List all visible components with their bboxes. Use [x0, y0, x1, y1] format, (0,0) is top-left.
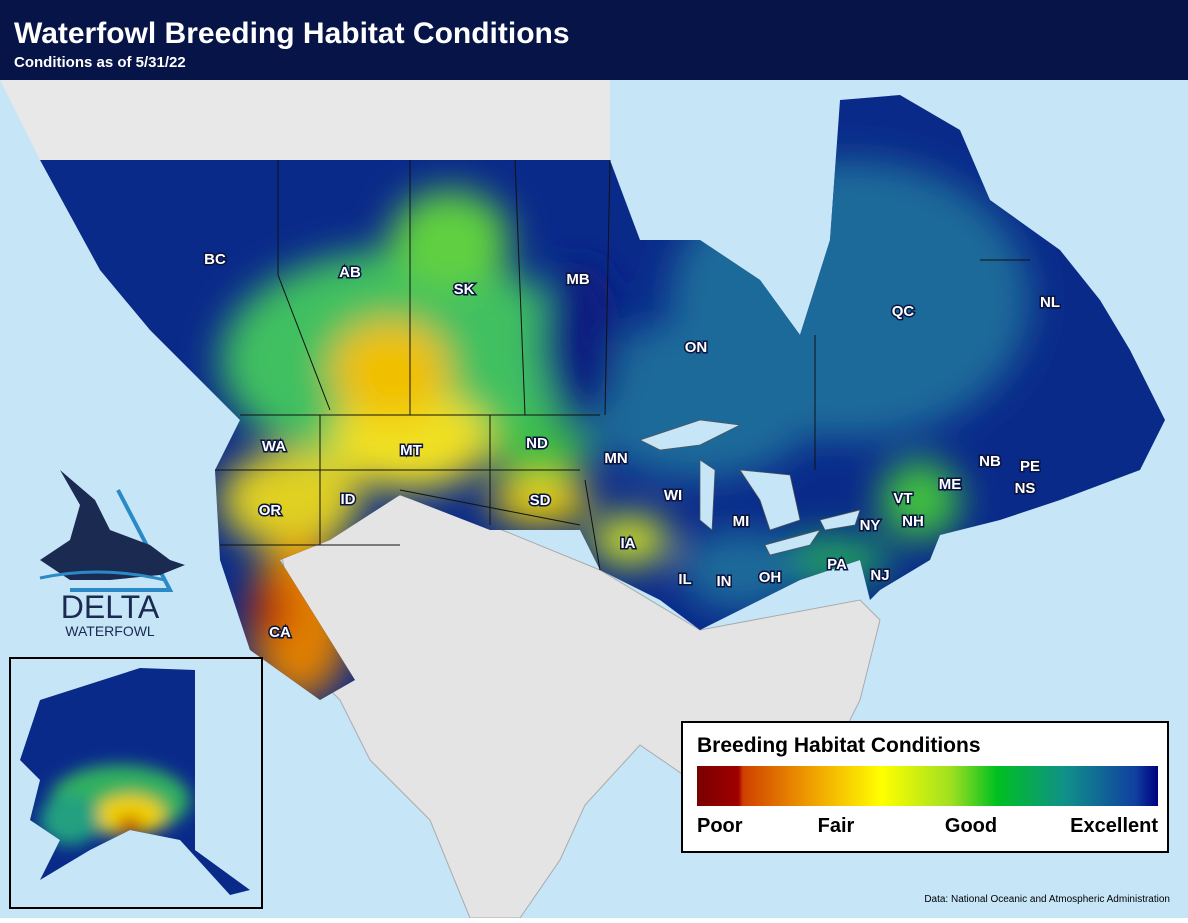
region-label: IA: [621, 535, 636, 552]
header-bar: [0, 0, 1188, 80]
region-label: OH: [759, 569, 782, 586]
region-label: MT: [400, 442, 422, 459]
region-label: NJ: [870, 567, 889, 584]
title: Waterfowl Breeding Habitat Conditions: [14, 17, 570, 50]
region-label: SD: [530, 492, 551, 509]
region-label: IL: [678, 571, 691, 588]
region-label: PA: [827, 556, 847, 573]
region-label: ID: [341, 491, 356, 508]
region-label: MN: [604, 450, 627, 467]
source: Data: National Oceanic and Atmospheric A…: [924, 894, 1170, 905]
region-label: NB: [979, 453, 1001, 470]
logo-subname: WATERFOWL: [65, 623, 155, 639]
region-label: NH: [902, 513, 924, 530]
region-label: NY: [860, 517, 881, 534]
legend-label: Poor: [697, 815, 743, 837]
legend-label: Fair: [818, 815, 855, 837]
region-label: MB: [566, 271, 589, 288]
region-labels: BC AB SK MB ON QC NL WA MT ND MN WI MI OR ID SD IA IL IN OH…: [203, 249, 1062, 642]
logo-name: DELTA: [61, 589, 160, 625]
borders: [215, 159, 1030, 571]
region-label: CA: [269, 624, 291, 641]
region-label: BC: [204, 251, 226, 268]
arctic-land: [0, 80, 610, 160]
legend: Breeding Habitat Conditions Poor Fair Go…: [681, 721, 1169, 853]
region-label: WA: [262, 438, 286, 455]
logo: DELTA WATERFOWL: [39, 470, 185, 639]
region-label: NL: [1040, 294, 1060, 311]
region-label: ND: [526, 435, 548, 452]
great-lakes: [639, 419, 861, 556]
region-label: VT: [893, 490, 912, 507]
region-label: MI: [733, 513, 750, 530]
alaska-inset: [9, 657, 263, 909]
legend-label: Good: [945, 815, 997, 837]
legend-title: Breeding Habitat Conditions: [697, 734, 981, 757]
subtitle: Conditions as of 5/31/22: [14, 54, 186, 71]
region-label: ME: [939, 476, 962, 493]
region-label: QC: [892, 303, 915, 320]
region-label: IN: [717, 573, 732, 590]
region-label: PE: [1020, 458, 1040, 475]
legend-label: Excellent: [1070, 815, 1158, 837]
region-label: SK: [454, 281, 475, 298]
region-label: OR: [259, 502, 282, 519]
region-label: WI: [664, 487, 682, 504]
region-label: AB: [339, 264, 361, 281]
region-label: ON: [685, 339, 708, 356]
region-label: NS: [1015, 480, 1036, 497]
